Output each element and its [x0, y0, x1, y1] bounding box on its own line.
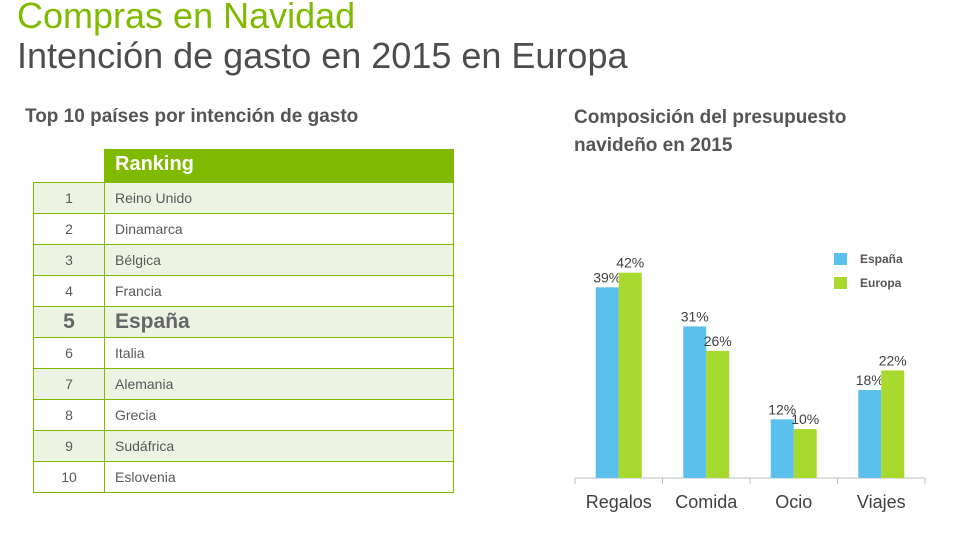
ranking-position: 10 [33, 461, 105, 493]
chart-legend: España Europa [834, 252, 903, 301]
ranking-country: Grecia [104, 399, 454, 431]
ranking-row: 2 Dinamarca [33, 213, 454, 245]
bar-data-label: 18% [856, 372, 884, 388]
page-subtitle: Intención de gasto en 2015 en Europa [17, 35, 628, 76]
bar-data-label: 42% [616, 255, 644, 271]
ranking-row: 6 Italia [33, 337, 454, 369]
ranking-country: Eslovenia [104, 461, 454, 493]
ranking-position: 6 [33, 337, 105, 369]
bar-europa-comida [706, 350, 730, 478]
ranking-country: Alemania [104, 368, 454, 400]
ranking-row: 10 Eslovenia [33, 461, 454, 493]
ranking-position: 3 [33, 244, 105, 276]
legend-item: Europa [834, 276, 903, 290]
ranking-row: 7 Alemania [33, 368, 454, 400]
bar-europa-regalos [618, 272, 642, 478]
bar-europa-ocio [793, 429, 817, 478]
ranking-position: 7 [33, 368, 105, 400]
ranking-row: 3 Bélgica [33, 244, 454, 276]
ranking-row: 4 Francia [33, 275, 454, 307]
bar-data-label: 22% [879, 352, 907, 368]
ranking-country: Dinamarca [104, 213, 454, 245]
x-tick-label: Ocio [775, 492, 812, 512]
ranking-row: 9 Sudáfrica [33, 430, 454, 462]
bar-data-label: 31% [681, 308, 709, 324]
x-tick-label: Comida [675, 492, 738, 512]
ranking-country: Italia [104, 337, 454, 369]
ranking-country: Francia [104, 275, 454, 307]
budget-bar-chart: 39%42% Regalos 31% 26% Comida 12%10% Ocio 18% 22… [574, 255, 926, 512]
ranking-country: España [104, 306, 454, 338]
bar-espana-viajes [858, 390, 882, 478]
ranking-position: 9 [33, 430, 105, 462]
ranking-country: Sudáfrica [104, 430, 454, 462]
ranking-position: 2 [33, 213, 105, 245]
legend-swatch [834, 253, 847, 265]
bar-data-label: 39% [593, 269, 621, 285]
legend-label: Europa [860, 276, 902, 290]
bar-espana-regalos [595, 287, 619, 478]
bar-data-label: 26% [704, 333, 732, 349]
x-tick-label: Viajes [857, 492, 906, 512]
ranking-table: 1 Reino Unido 2 Dinamarca 3 Bélgica 4 Francia 5 E… [33, 182, 454, 493]
ranking-row: 1 Reino Unido [33, 182, 454, 214]
ranking-position: 1 [33, 182, 105, 214]
page-title: Compras en Navidad [17, 0, 356, 36]
bar-europa-viajes [881, 370, 905, 478]
ranking-position: 4 [33, 275, 105, 307]
ranking-position: 8 [33, 399, 105, 431]
legend-item: España [834, 252, 903, 266]
legend-swatch [834, 277, 847, 289]
ranking-country: Reino Unido [104, 182, 454, 214]
ranking-column-header: Ranking [104, 149, 454, 182]
ranking-position: 5 [33, 306, 105, 338]
ranking-row: 8 Grecia [33, 399, 454, 431]
bar-data-label: 10% [791, 411, 819, 427]
bar-data-label: 12% [768, 401, 796, 417]
ranking-heading: Top 10 países por intención de gasto [25, 106, 359, 127]
x-tick-label: Regalos [586, 492, 652, 512]
ranking-row: 5 España [33, 306, 454, 338]
legend-label: España [860, 252, 903, 266]
ranking-country: Bélgica [104, 244, 454, 276]
bar-espana-comida [683, 326, 707, 478]
bar-espana-ocio [770, 419, 794, 478]
chart-title: Composición del presupuesto navideño en … [574, 107, 847, 156]
